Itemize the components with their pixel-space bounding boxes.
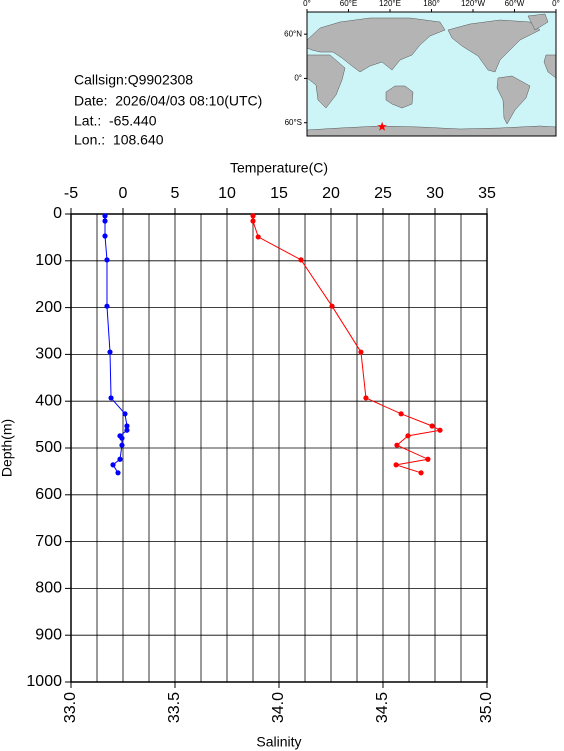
latitude: Lat.: -65.440 [74,113,157,129]
profile-point [102,233,108,239]
map-y-tick-label: 60°S [285,118,302,127]
callsign: Callsign:Q9902308 [74,72,193,88]
profile-point [425,456,431,462]
map-y-tick-label: 60°N [284,29,302,38]
profile-point [429,423,435,429]
profile-point [405,433,411,439]
profile-point [102,218,108,224]
x2-tick-label: 34.5 [374,692,391,723]
x2-tick-label: 34.0 [270,692,287,723]
longitude: Lon.: 108.640 [74,132,164,148]
profile-point [110,462,116,468]
y-tick-label: 1000 [26,673,62,690]
profile-line [252,215,442,474]
y-tick-label: 800 [35,580,62,597]
x2-tick-label: 33.0 [62,692,79,723]
profile-point [119,442,125,448]
x-tick-label: 10 [218,185,236,202]
x-tick-label: 5 [171,185,180,202]
profile-point [250,218,256,224]
station-star [377,121,387,131]
map-y-tick-label: 0° [294,74,302,83]
x-tick-label: 35 [478,185,496,202]
map-x-tick-label: 0° [552,0,560,8]
profile-point [298,257,304,263]
x-tick-label: 20 [322,185,340,202]
map-x-tick-label: 120°W [461,0,486,8]
profile-point [394,442,400,448]
profile-point [250,213,256,219]
x-tick-label: 0 [119,185,128,202]
map-land [306,13,557,137]
profile-point [119,435,125,441]
profile-point [393,462,399,468]
y-tick-label: 100 [35,252,62,269]
profile-point [108,395,114,401]
profile-point [104,303,110,309]
x2-tick-label: 35.0 [478,692,495,723]
profile-point [104,257,110,263]
y-tick-label: 600 [35,486,62,503]
x2-axis-label: Salinity [256,734,301,750]
profile-point [418,470,424,476]
y-tick-label: 700 [35,533,62,550]
profile-point [115,470,121,476]
profile-point [358,349,364,355]
y-tick-label: 300 [35,346,62,363]
x-tick-label: 30 [426,185,444,202]
profile-point [102,213,108,219]
profile-point [329,303,335,309]
profile-point [122,411,128,417]
x-tick-label: 15 [270,185,288,202]
x2-tick-label: 33.5 [166,692,183,723]
profile-point [124,427,130,433]
map-x-tick-label: 180° [423,0,440,8]
y-tick-label: 500 [35,439,62,456]
profile-point [398,411,404,417]
map-x-tick-label: 120°E [379,0,401,8]
map-x-tick-label: 0° [303,0,311,8]
profile-point [124,423,130,429]
y-tick-label: 0 [53,205,62,222]
profile-point [255,234,261,240]
x-tick-label: -5 [64,185,78,202]
profile-point [437,427,443,433]
map-x-tick-label: 60°W [505,0,525,8]
x-axis-label: Temperature(C) [230,160,328,176]
profile-point [117,456,123,462]
y-tick-label: 200 [35,299,62,316]
profile-line [104,215,128,474]
y-tick-label: 400 [35,392,62,409]
y-tick-label: 900 [35,626,62,643]
profile-point [107,349,113,355]
profile-point [363,395,369,401]
x-tick-label: 25 [374,185,392,202]
date: Date: 2026/04/03 08:10(UTC) [74,93,262,109]
map-x-tick-label: 60°E [340,0,357,8]
y-axis-label: Depth(m) [0,419,15,477]
